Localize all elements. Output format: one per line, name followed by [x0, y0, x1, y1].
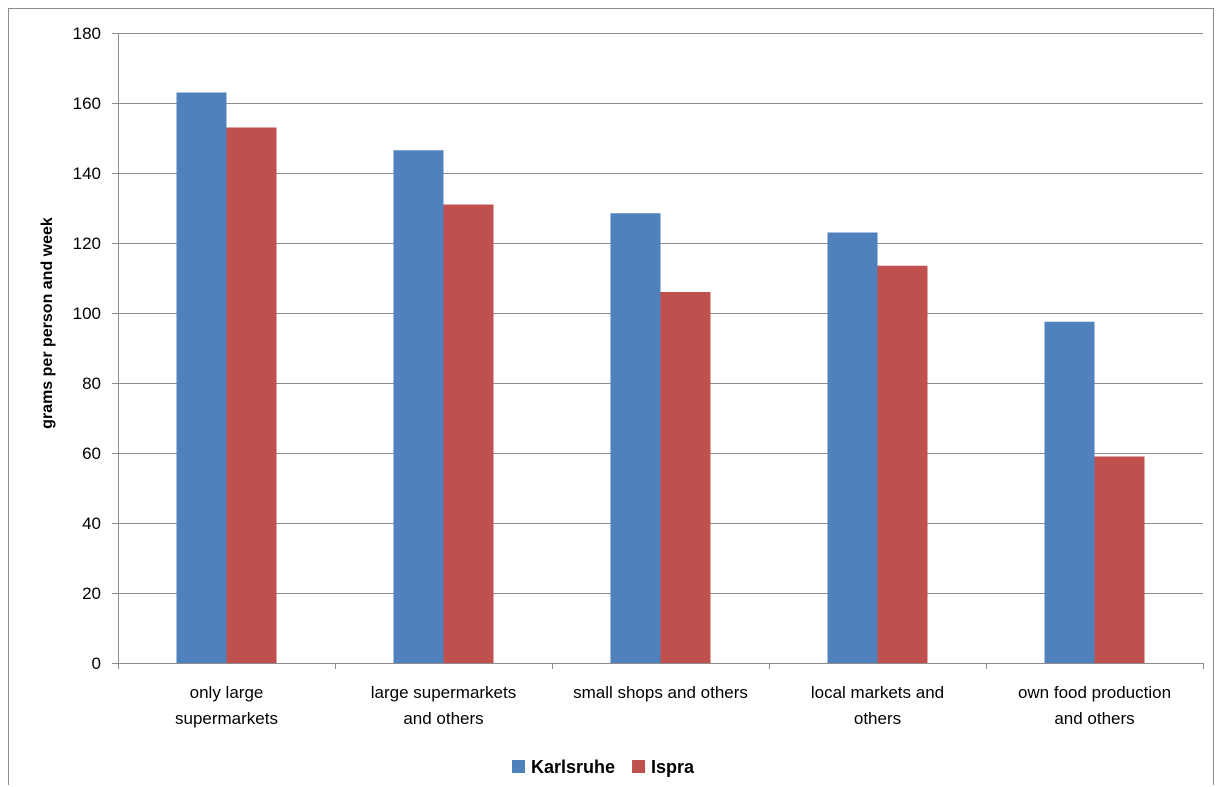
legend-label-ispra: Ispra — [651, 757, 695, 777]
bar-ispra — [660, 292, 711, 663]
y-tick-label: 140 — [73, 164, 101, 183]
x-category-label: small shops and others — [573, 683, 748, 702]
legend-swatch-karlsruhe — [512, 760, 525, 773]
bar-karlsruhe — [393, 150, 444, 663]
bar-karlsruhe — [610, 213, 661, 663]
axes: 0 20 40 60 80 100 120 140 160 180 only large superm… — [73, 24, 1204, 728]
x-category-label: and others — [403, 709, 483, 728]
x-category-label: own food production — [1018, 683, 1171, 702]
y-tick-label: 160 — [73, 94, 101, 113]
legend-swatch-ispra — [632, 760, 646, 773]
bar-ispra — [1094, 456, 1145, 663]
y-tick-label: 0 — [92, 654, 101, 673]
x-category-label: others — [854, 709, 901, 728]
y-tick-label: 20 — [82, 584, 101, 603]
y-tick-label: 60 — [82, 444, 101, 463]
bar-karlsruhe — [1044, 321, 1095, 663]
y-tick-label: 120 — [73, 234, 101, 253]
y-tick-label: 40 — [82, 514, 101, 533]
legend: Karlsruhe Ispra — [512, 757, 695, 777]
bar-ispra — [226, 127, 277, 663]
y-tick-label: 80 — [82, 374, 101, 393]
x-category-label: and others — [1054, 709, 1134, 728]
x-category-label: local markets and — [811, 683, 944, 702]
y-tick-label: 180 — [73, 24, 101, 43]
y-tick-label: 100 — [73, 304, 101, 323]
bar-ispra — [877, 265, 928, 663]
x-category-label: only large — [190, 683, 264, 702]
bars — [176, 92, 1145, 663]
x-category-label: supermarkets — [175, 709, 278, 728]
bar-ispra — [443, 204, 494, 663]
legend-label-karlsruhe: Karlsruhe — [531, 757, 615, 777]
x-category-label: large supermarkets — [371, 683, 517, 702]
bar-karlsruhe — [176, 92, 227, 663]
y-axis-title: grams per person and week — [39, 217, 56, 429]
bar-karlsruhe — [827, 232, 878, 663]
